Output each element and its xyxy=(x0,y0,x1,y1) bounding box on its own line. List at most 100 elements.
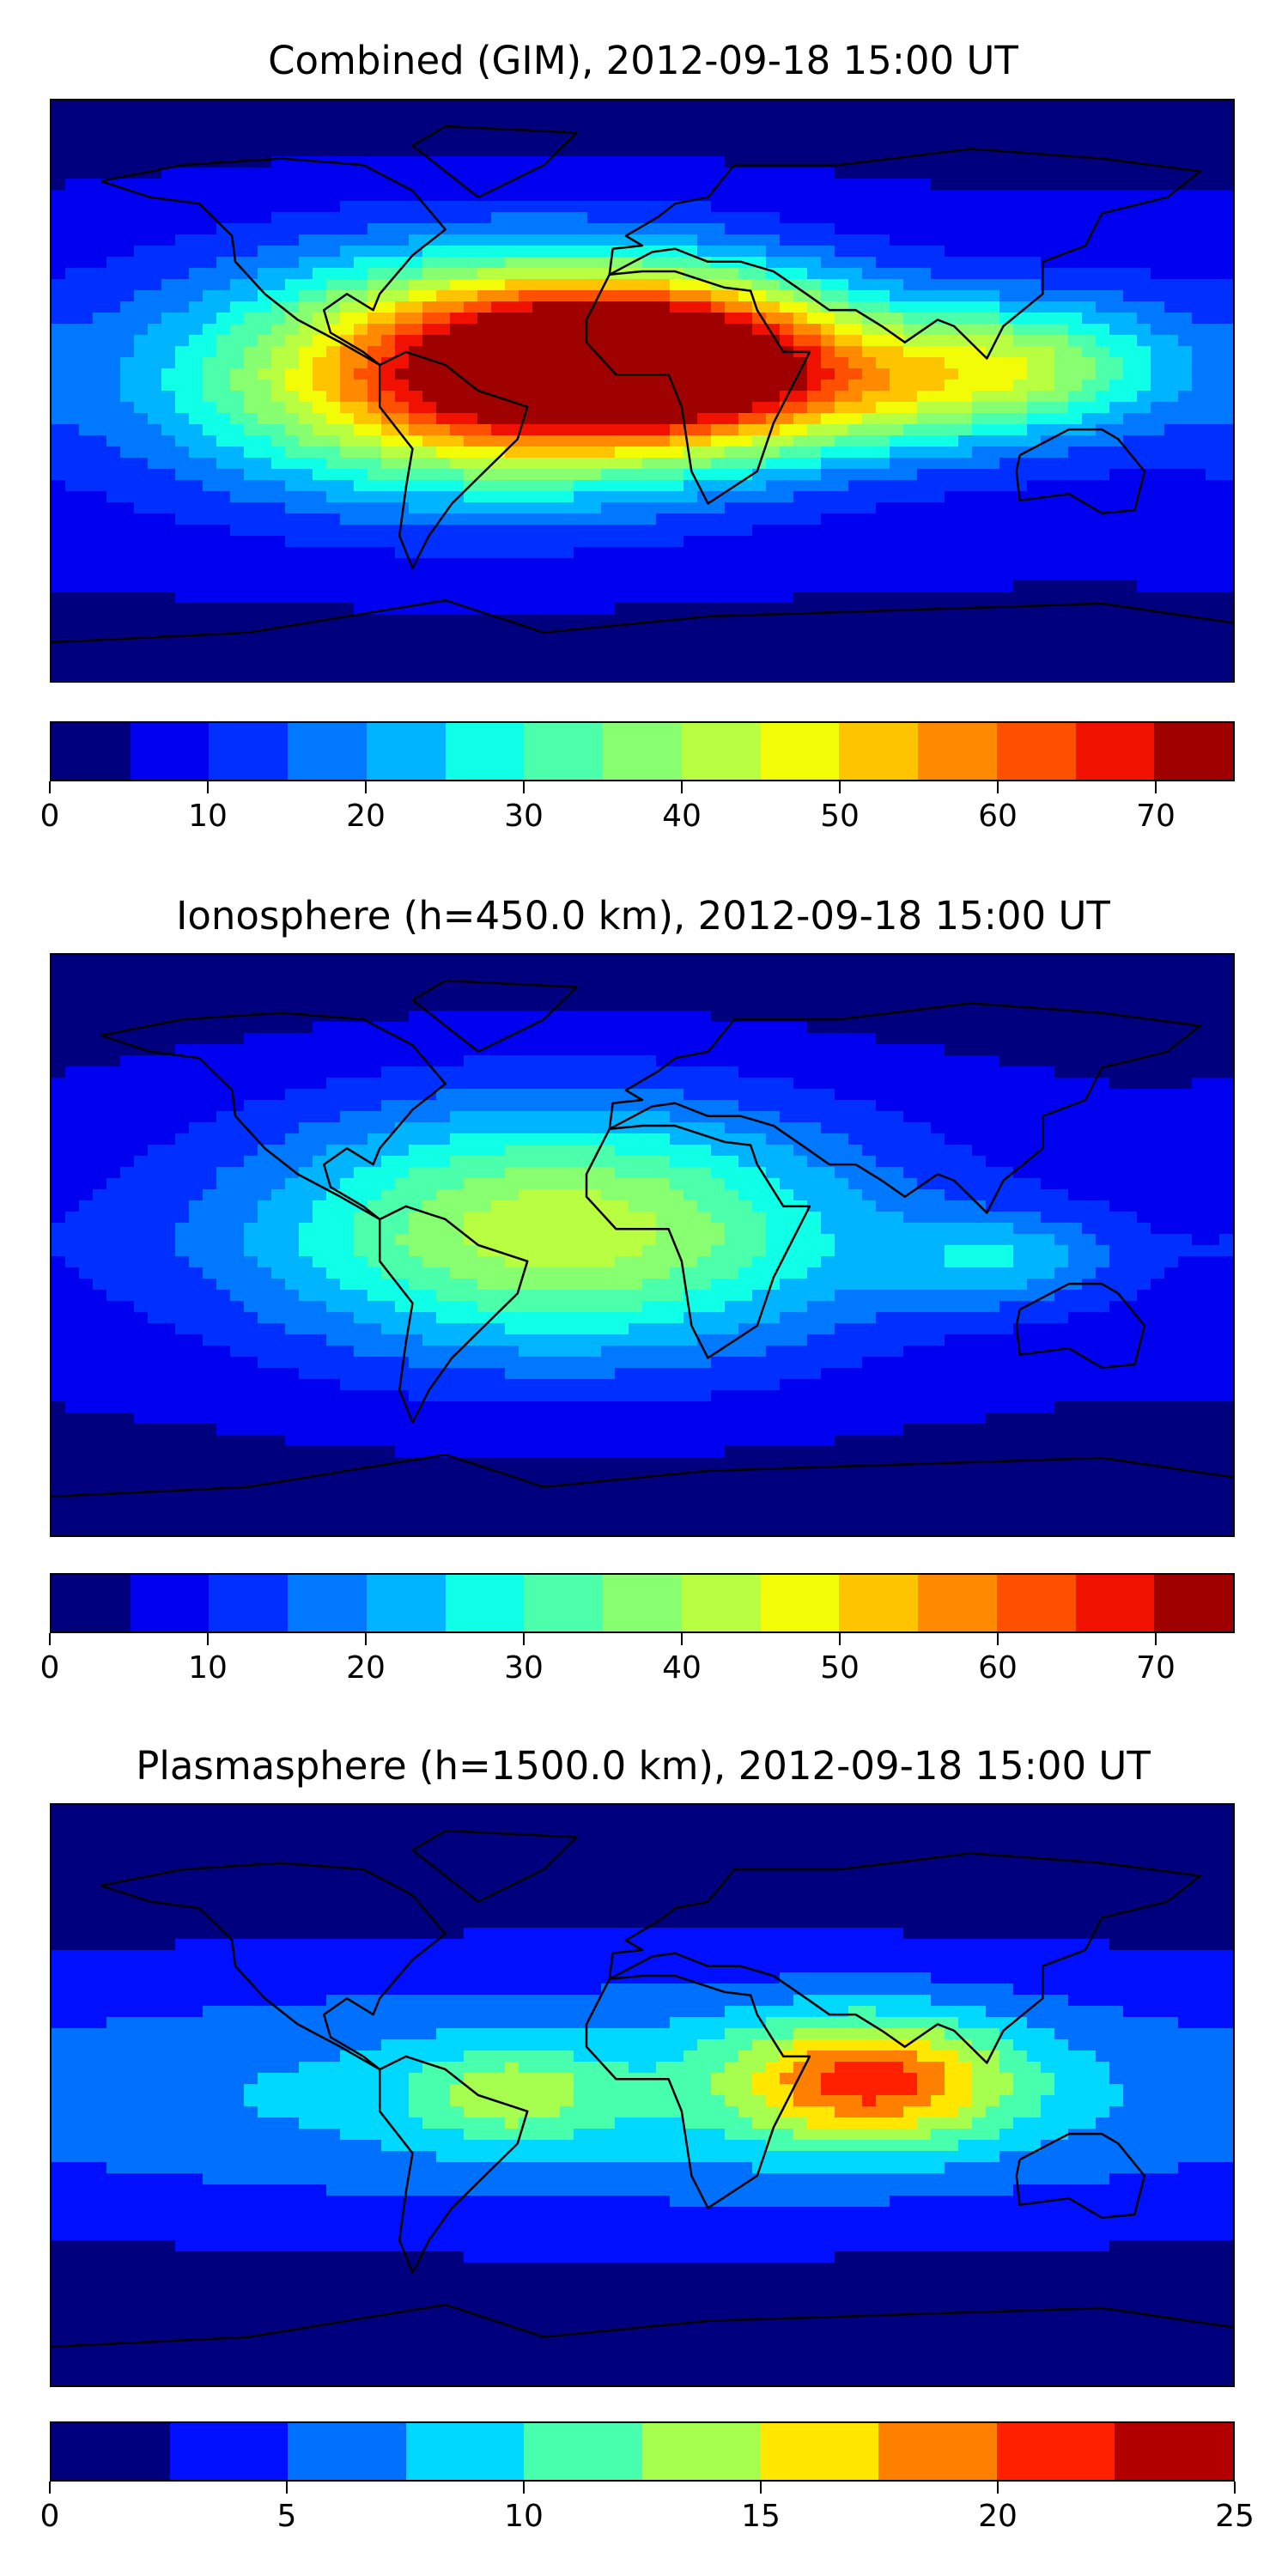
heatmap-cell xyxy=(642,580,657,592)
heatmap-cell xyxy=(120,324,135,336)
heatmap-cell xyxy=(683,424,698,436)
heatmap-cell xyxy=(876,558,890,570)
heatmap-cell xyxy=(1096,391,1110,403)
heatmap-cell xyxy=(368,346,382,358)
heatmap-cell xyxy=(780,201,794,213)
heatmap-cell xyxy=(477,458,492,470)
heatmap-cell xyxy=(1192,134,1206,146)
heatmap-cell xyxy=(491,201,506,213)
heatmap-cell xyxy=(1054,346,1069,358)
heatmap-cell xyxy=(587,190,602,202)
heatmap-cell xyxy=(161,977,176,989)
heatmap-cell xyxy=(642,469,657,481)
heatmap-cell xyxy=(326,279,341,291)
heatmap-cell xyxy=(161,502,176,514)
heatmap-cell xyxy=(793,955,808,967)
heatmap-cell xyxy=(519,966,533,978)
heatmap-cell xyxy=(134,966,149,978)
heatmap-cell xyxy=(519,246,533,258)
heatmap-cell xyxy=(203,212,217,224)
heatmap-cell xyxy=(409,659,423,671)
heatmap-cell xyxy=(1027,190,1042,202)
heatmap-cell xyxy=(670,357,684,369)
heatmap-cell xyxy=(546,380,561,392)
heatmap-cell xyxy=(106,301,121,313)
heatmap-cell xyxy=(1096,145,1110,157)
heatmap-cell xyxy=(189,569,204,581)
heatmap-cell xyxy=(725,212,739,224)
heatmap-cell xyxy=(738,402,753,414)
heatmap-cell xyxy=(972,592,987,604)
heatmap-cell xyxy=(230,580,245,592)
heatmap-cell xyxy=(1192,402,1206,414)
heatmap-cell xyxy=(134,368,149,380)
heatmap-cell xyxy=(313,977,327,989)
heatmap-cell xyxy=(79,112,94,124)
heatmap-cell xyxy=(807,536,822,548)
heatmap-cell xyxy=(52,156,66,168)
heatmap-cell xyxy=(230,670,245,681)
heatmap-cell xyxy=(436,290,451,302)
heatmap-cell xyxy=(642,201,657,213)
heatmap-cell xyxy=(326,536,341,548)
heatmap-cell xyxy=(532,190,547,202)
heatmap-cell xyxy=(999,201,1014,213)
heatmap-cell xyxy=(436,100,451,112)
heatmap-cell xyxy=(711,134,726,146)
heatmap-cell xyxy=(216,977,231,989)
heatmap-cell xyxy=(752,536,767,548)
heatmap-cell xyxy=(1123,279,1138,291)
heatmap-cell xyxy=(835,480,849,492)
heatmap-cell xyxy=(683,279,698,291)
heatmap-cell xyxy=(1013,212,1028,224)
heatmap-cell xyxy=(780,569,794,581)
heatmap-cell xyxy=(175,999,190,1012)
heatmap-cell xyxy=(354,357,368,369)
heatmap-cell xyxy=(161,402,176,414)
heatmap-cell xyxy=(1013,112,1028,124)
heatmap-cell xyxy=(546,447,561,459)
heatmap-cell xyxy=(450,246,465,258)
heatmap-cell xyxy=(587,335,602,347)
heatmap-cell xyxy=(1164,156,1179,168)
heatmap-cell xyxy=(230,966,245,978)
heatmap-cell xyxy=(725,290,739,302)
heatmap-cell xyxy=(93,257,107,269)
heatmap-cell xyxy=(601,647,616,659)
heatmap-cell xyxy=(1206,123,1220,135)
heatmap-cell xyxy=(738,413,753,425)
heatmap-cell xyxy=(1123,569,1138,581)
heatmap-cell xyxy=(189,380,204,392)
heatmap-cell xyxy=(1027,458,1042,470)
heatmap-cell xyxy=(450,625,465,637)
heatmap-cell xyxy=(780,447,794,459)
map-combined xyxy=(50,99,1235,683)
heatmap-cell xyxy=(1041,966,1055,978)
heatmap-cell xyxy=(395,357,410,369)
heatmap-cell xyxy=(629,491,643,503)
heatmap-cell xyxy=(1178,988,1193,1000)
heatmap-cell xyxy=(1151,955,1165,967)
heatmap-cell xyxy=(697,569,712,581)
heatmap-cell xyxy=(601,179,616,191)
heatmap-cell xyxy=(738,346,753,358)
heatmap-cell xyxy=(189,290,204,302)
heatmap-cell xyxy=(1109,536,1124,548)
heatmap-cell xyxy=(79,547,94,559)
heatmap-cell xyxy=(670,625,684,637)
heatmap-cell xyxy=(766,380,781,392)
heatmap-cell xyxy=(244,413,258,425)
heatmap-cell xyxy=(642,413,657,425)
heatmap-cell xyxy=(285,547,300,559)
heatmap-cell xyxy=(670,346,684,358)
heatmap-cell xyxy=(972,100,987,112)
heatmap-cell xyxy=(1041,391,1055,403)
heatmap-cell xyxy=(450,301,465,313)
heatmap-cell xyxy=(1027,580,1042,592)
heatmap-cell xyxy=(793,659,808,671)
heatmap-cell xyxy=(93,966,107,978)
heatmap-cell xyxy=(1068,955,1083,967)
heatmap-cell xyxy=(354,480,368,492)
heatmap-cell xyxy=(1137,391,1151,403)
heatmap-cell xyxy=(711,1011,726,1023)
